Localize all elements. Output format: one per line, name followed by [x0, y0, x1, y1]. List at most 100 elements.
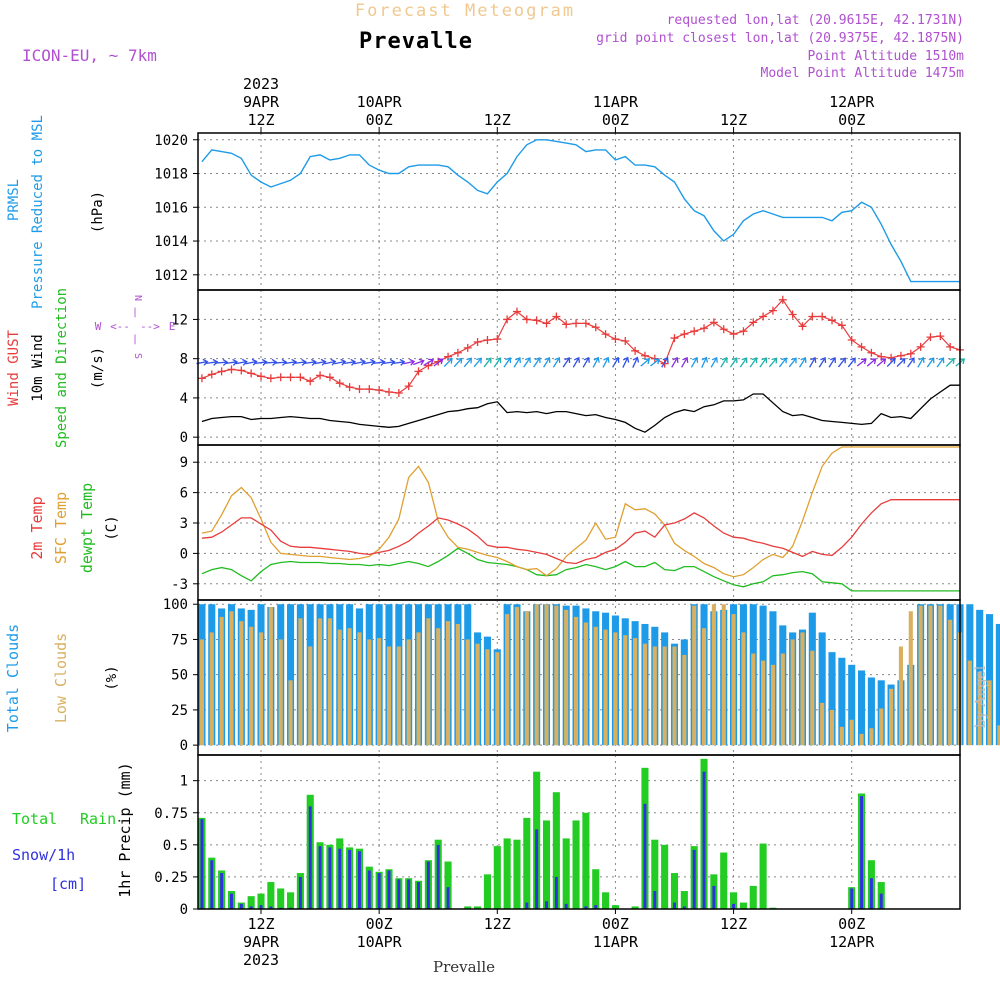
arrow-head [544, 357, 551, 363]
snow-bar [239, 903, 243, 909]
bottom-time-label: 00Z [838, 915, 865, 933]
arrow-shaft [373, 361, 385, 365]
top-time-label: 12Z [484, 111, 511, 129]
y-tick-label: 0.75 [154, 806, 188, 822]
wind-direction-arrow [917, 356, 925, 368]
low-cloud-bar [997, 725, 1000, 746]
arrow-head [389, 358, 396, 366]
snow-bar [269, 906, 273, 909]
wind-direction-arrow [690, 356, 699, 368]
dewpoint-line [201, 547, 960, 592]
rain-bar [483, 874, 491, 909]
arrow-head [505, 357, 512, 364]
gust-marker [631, 346, 640, 355]
wind-direction-arrow [818, 357, 827, 368]
wind-direction-arrow [622, 356, 630, 368]
y-tick-label: 1014 [154, 234, 188, 250]
arrow-head [672, 356, 679, 363]
requested-lonlat: requested lon,lat (20.9615E, 42.1731N) [667, 13, 964, 28]
arrow-shaft [936, 357, 944, 368]
wind-direction-arrow [523, 357, 531, 368]
snow-bar [377, 873, 381, 909]
low-cloud-bar [416, 632, 421, 746]
low-cloud-bar [347, 628, 352, 746]
legend-rain: Rain [80, 810, 116, 828]
snow-bar [367, 870, 371, 909]
snow-bar [318, 846, 322, 909]
credit: by Angel [973, 665, 989, 728]
low-cloud-bar [967, 660, 972, 746]
footer-station: Prevalle [433, 958, 495, 976]
rain-bar [611, 905, 619, 909]
rain-bar [592, 869, 600, 909]
compass-left-arrow: <-- [110, 320, 130, 333]
arrow-shaft [749, 357, 757, 368]
axis-label-sfc-temp: SFC Temp [52, 492, 70, 564]
gust-marker [335, 379, 344, 388]
wind-direction-arrow [936, 357, 945, 368]
arrow-shaft [759, 357, 767, 368]
y-tick-label: 1020 [154, 133, 188, 149]
arrow-head [613, 356, 620, 363]
low-cloud-bar [908, 611, 913, 746]
y-tick-label: 6 [180, 486, 188, 502]
y-tick-label: 0 [180, 902, 188, 918]
wind-direction-arrow [423, 358, 435, 366]
snow-bar [397, 879, 401, 909]
low-cloud-bar [918, 605, 923, 746]
low-cloud-bar [721, 604, 726, 746]
bottom-time-label: 9APR [243, 933, 280, 951]
arrow-shaft [720, 357, 728, 368]
y-tick-label: 50 [171, 668, 188, 684]
low-cloud-bar [790, 639, 795, 746]
arrow-head [682, 356, 689, 363]
arrow-shaft [661, 357, 669, 368]
wind-speed-line [201, 384, 960, 433]
arrow-head [781, 357, 787, 364]
total-cloud-bar [286, 604, 295, 746]
arrow-head [409, 358, 416, 366]
gust-marker [572, 319, 581, 328]
snow-bar [712, 885, 716, 909]
gust-marker [818, 312, 827, 321]
gust-marker [296, 373, 305, 382]
wind-direction-arrow [334, 358, 347, 366]
gust-marker [345, 383, 354, 392]
top-time-label: 12APR [829, 93, 875, 111]
snow-bar [850, 888, 854, 909]
arrow-head [369, 358, 376, 366]
arrow-shaft [837, 357, 846, 368]
bottom-time-label: 00Z [366, 915, 393, 933]
rain-bar [523, 817, 531, 909]
low-cloud-bar [377, 638, 382, 746]
low-cloud-bar [327, 618, 332, 746]
wind-direction-arrow [543, 357, 551, 368]
arrow-shaft [602, 357, 609, 368]
gust-marker [719, 325, 728, 334]
top-time-label: 00Z [838, 111, 865, 129]
top-time-label: 9APR [243, 93, 280, 111]
snow-bar [702, 771, 706, 909]
arrow-head [446, 357, 453, 364]
wind-direction-arrow [493, 357, 502, 368]
legend-total: Total [12, 810, 57, 828]
arrow-head [437, 358, 444, 365]
y-tick-label: -3 [171, 577, 188, 593]
rain-bar [749, 885, 757, 909]
snow-bar [387, 870, 391, 909]
top-time-label: 11APR [593, 93, 639, 111]
bottom-time-label: 00Z [602, 915, 629, 933]
low-cloud-bar [662, 646, 667, 746]
arrow-shaft [265, 361, 277, 364]
gust-marker [522, 315, 531, 324]
low-cloud-bar [505, 614, 510, 746]
arrow-head [918, 356, 925, 363]
arrow-head [379, 358, 386, 366]
arrow-shaft [768, 357, 777, 368]
arrow-head [662, 357, 669, 363]
wind-direction-arrow [739, 357, 748, 368]
low-cloud-bar [751, 653, 756, 746]
y-tick-label: 1 [180, 774, 188, 790]
y-tick-label: 8 [180, 352, 188, 368]
